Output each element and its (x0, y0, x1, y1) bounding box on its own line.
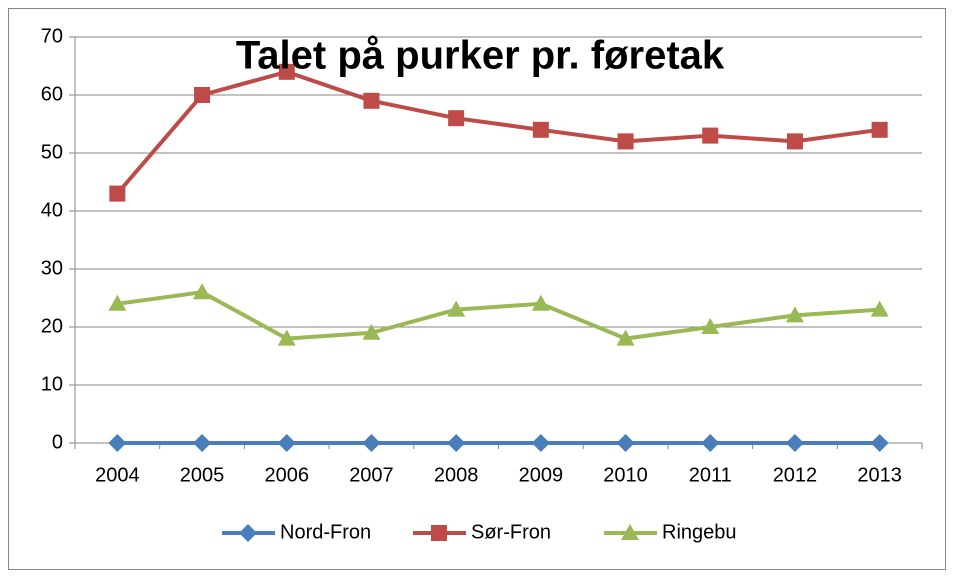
chart-title: Talet på purker pr. føretak (236, 34, 725, 78)
marker (701, 434, 720, 452)
marker (362, 434, 381, 452)
x-tick-label: 2013 (857, 464, 902, 486)
y-tick-label: 20 (41, 315, 63, 337)
marker (108, 294, 127, 311)
y-tick-label: 60 (41, 83, 63, 105)
marker (616, 434, 635, 452)
x-tick-label: 2011 (689, 464, 732, 486)
y-tick-label: 50 (41, 141, 63, 163)
marker (870, 300, 889, 317)
x-tick-label: 2005 (180, 464, 225, 486)
marker (448, 110, 465, 127)
marker (431, 525, 447, 541)
x-tick-label: 2007 (349, 464, 394, 486)
marker (871, 121, 888, 138)
marker (531, 434, 550, 452)
marker (701, 318, 720, 334)
series-line (115, 69, 880, 195)
marker (363, 92, 380, 109)
marker (870, 434, 889, 452)
marker (785, 434, 804, 452)
x-tick-label: 2009 (519, 464, 564, 486)
marker (785, 306, 804, 323)
x-tick-label: 2008 (434, 464, 479, 486)
marker (786, 133, 803, 150)
marker (702, 127, 719, 144)
marker (617, 133, 634, 150)
y-tick-label: 40 (41, 199, 63, 221)
chart-border (8, 8, 946, 570)
marker (109, 185, 126, 202)
marker (621, 524, 639, 540)
marker (616, 329, 635, 346)
marker (447, 300, 466, 317)
x-tick-label: 2012 (773, 464, 818, 486)
y-tick-label: 70 (41, 25, 63, 47)
marker (532, 121, 549, 138)
legend-label: Sør-Fron (471, 521, 551, 543)
x-tick-label: 2010 (603, 464, 648, 486)
y-tick-label: 30 (41, 257, 63, 279)
marker (277, 329, 296, 346)
legend-label: Nord-Fron (280, 521, 371, 543)
x-tick-label: 2006 (265, 464, 310, 486)
marker (277, 434, 296, 452)
marker (447, 434, 466, 452)
y-tick-label: 0 (52, 431, 63, 453)
marker (278, 63, 295, 80)
marker (108, 434, 127, 452)
marker (239, 524, 257, 542)
y-tick-label: 10 (41, 373, 63, 395)
marker (362, 323, 381, 340)
x-tick-label: 2004 (95, 464, 140, 486)
legend-label: Ringebu (662, 521, 737, 543)
marker (531, 294, 550, 311)
marker (194, 87, 211, 103)
series-line (117, 290, 880, 341)
marker (193, 434, 212, 452)
marker (193, 283, 212, 300)
plot-area: 0 10 20 30 40 50 60 70 2004 2005 2006 2007 2008 2009 2… (41, 25, 923, 543)
